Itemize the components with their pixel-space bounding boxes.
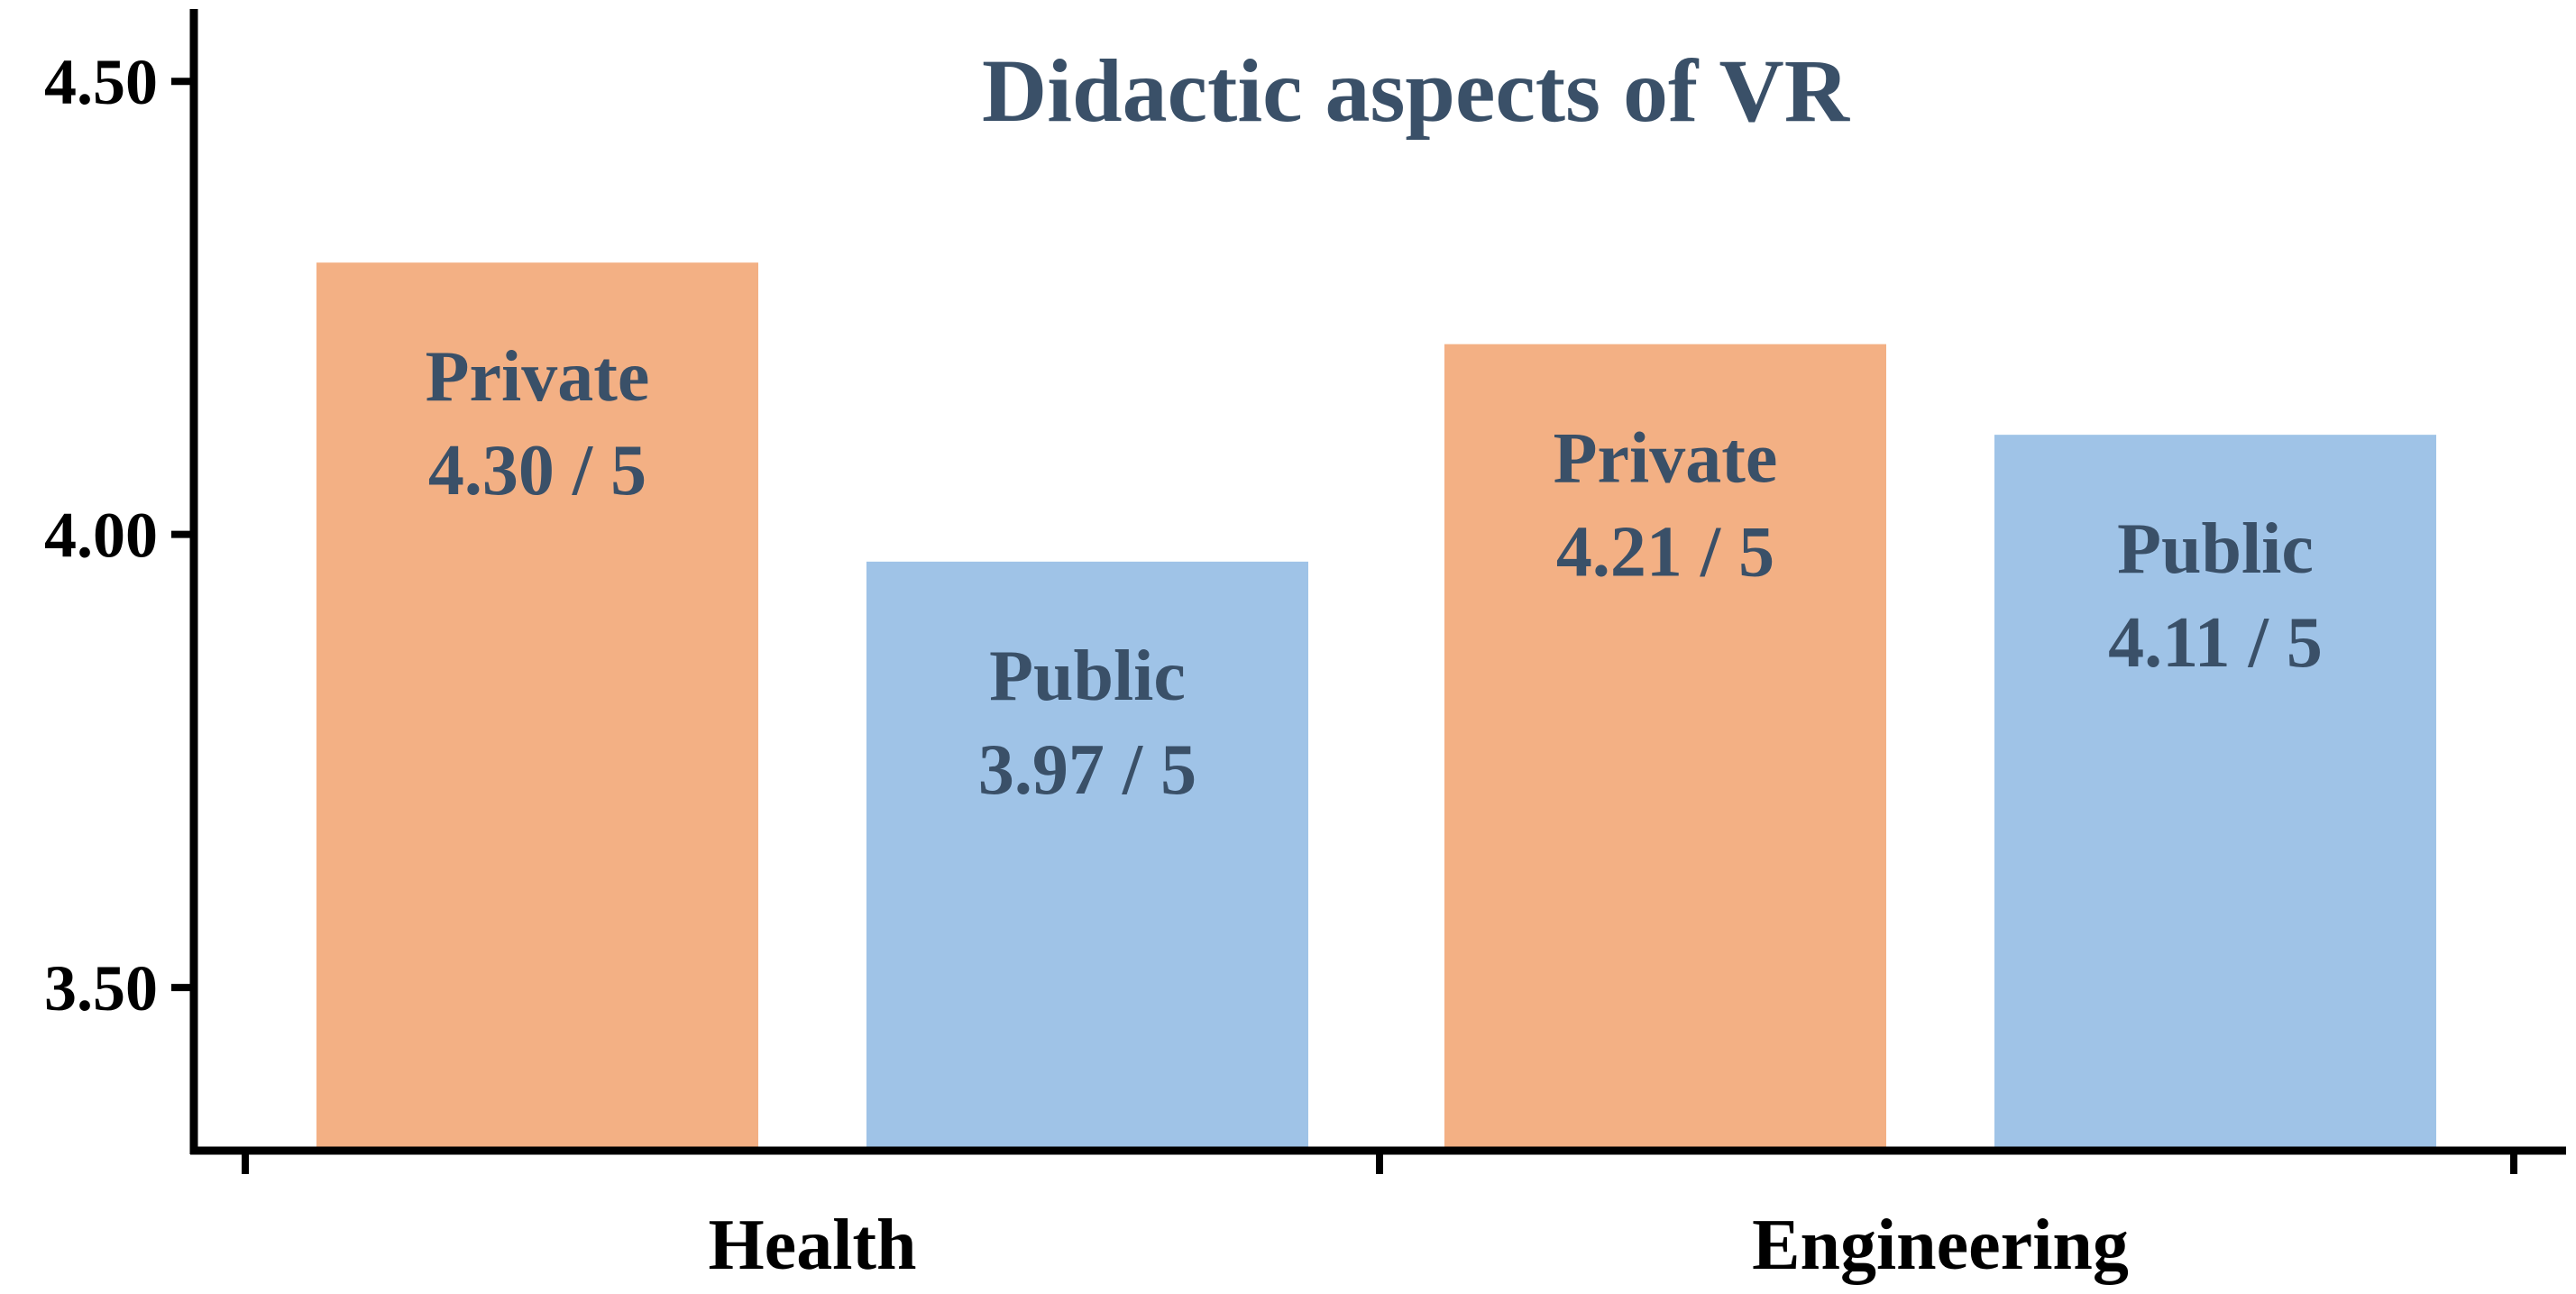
chart-title: Didactic aspects of VR [982,41,1851,141]
x-ticks-layer [242,1151,2517,1174]
category-label-engineering: Engineering [1752,1206,2129,1285]
bar-value-label: 4.30 / 5 [428,431,646,510]
bar-value-label: 4.21 / 5 [1556,513,1774,592]
bar-series-label: Private [426,337,650,417]
bar-series-label: Public [2117,509,2314,589]
y-tick-label: 4.00 [44,500,158,572]
y-ticks-layer: 3.50 4.00 4.50 [44,46,194,1024]
y-tick-label: 4.50 [44,46,158,118]
bar-series-label: Public [989,637,1186,716]
bars-layer [316,262,2436,1152]
bar-value-label: 4.11 / 5 [2108,603,2323,683]
bar-private-engineering [1444,344,1886,1151]
bar-public-health [866,561,1308,1151]
bar-series-label: Private [1554,419,1778,499]
category-label-health: Health [708,1206,916,1285]
bar-private-health [316,262,758,1152]
bar-value-label: 3.97 / 5 [978,730,1196,810]
y-tick-label: 3.50 [44,952,158,1024]
bar-public-engineering [1994,435,2436,1151]
bar-labels-layer: Private 4.30 / 5 Public 3.97 / 5 Private 4.21… [426,337,2323,810]
